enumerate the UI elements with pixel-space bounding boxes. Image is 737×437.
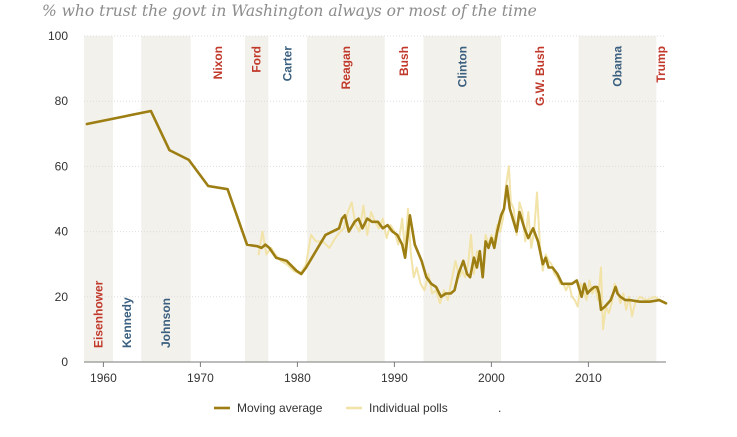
axes: 0 20 40 60 80 100 1960 1970 1980 1990 2000 2010 [48,29,666,385]
legend-extra-mark: . [498,401,501,415]
y-tick-label-40: 40 [55,225,69,239]
y-tick-label-0: 0 [61,355,68,369]
president-label-5: Carter [281,46,295,82]
president-label-1: Kennedy [120,297,134,348]
president-label-4: Ford [250,46,264,73]
series [85,109,668,331]
term-band-8 [423,36,502,362]
x-tick-label-1990: 1990 [381,371,408,385]
legend: Moving average Individual polls. [214,401,501,415]
president-label-6: Reagan [339,46,353,89]
legend-label-moving-average: Moving average [237,401,323,415]
y-tick-label-80: 80 [55,94,69,108]
president-label-0: Eisenhower [92,280,106,348]
term-band-6 [307,36,385,362]
series-moving-average [85,109,668,312]
y-tick-label-60: 60 [55,159,69,173]
legend-label-individual-polls: Individual polls [369,401,448,415]
x-tick-label-2000: 2000 [478,371,505,385]
y-tick-label-20: 20 [55,290,69,304]
president-labels: Eisenhower Kennedy Johnson Nixon Ford Carter R… [92,46,669,348]
president-label-10: Obama [611,46,625,87]
term-band-4 [245,36,269,362]
president-label-9: G.W. Bush [533,46,547,106]
president-label-3: Nixon [211,46,225,79]
president-label-8: Clinton [455,46,469,87]
president-label-2: Johnson [159,298,173,348]
president-bands [84,36,657,362]
term-band-2 [141,36,191,362]
chart-title: % who trust the govt in Washington alway… [42,2,537,20]
x-tick-label-2010: 2010 [575,371,602,385]
x-tick-label-1970: 1970 [187,371,214,385]
president-label-7: Bush [397,46,411,76]
x-tick-label-1980: 1980 [284,371,311,385]
term-band-10 [578,36,657,362]
y-tick-label-100: 100 [48,29,68,43]
term-band-0 [84,36,114,362]
president-label-11: Trump [654,46,668,83]
x-tick-label-1960: 1960 [90,371,117,385]
gridlines [84,35,666,298]
